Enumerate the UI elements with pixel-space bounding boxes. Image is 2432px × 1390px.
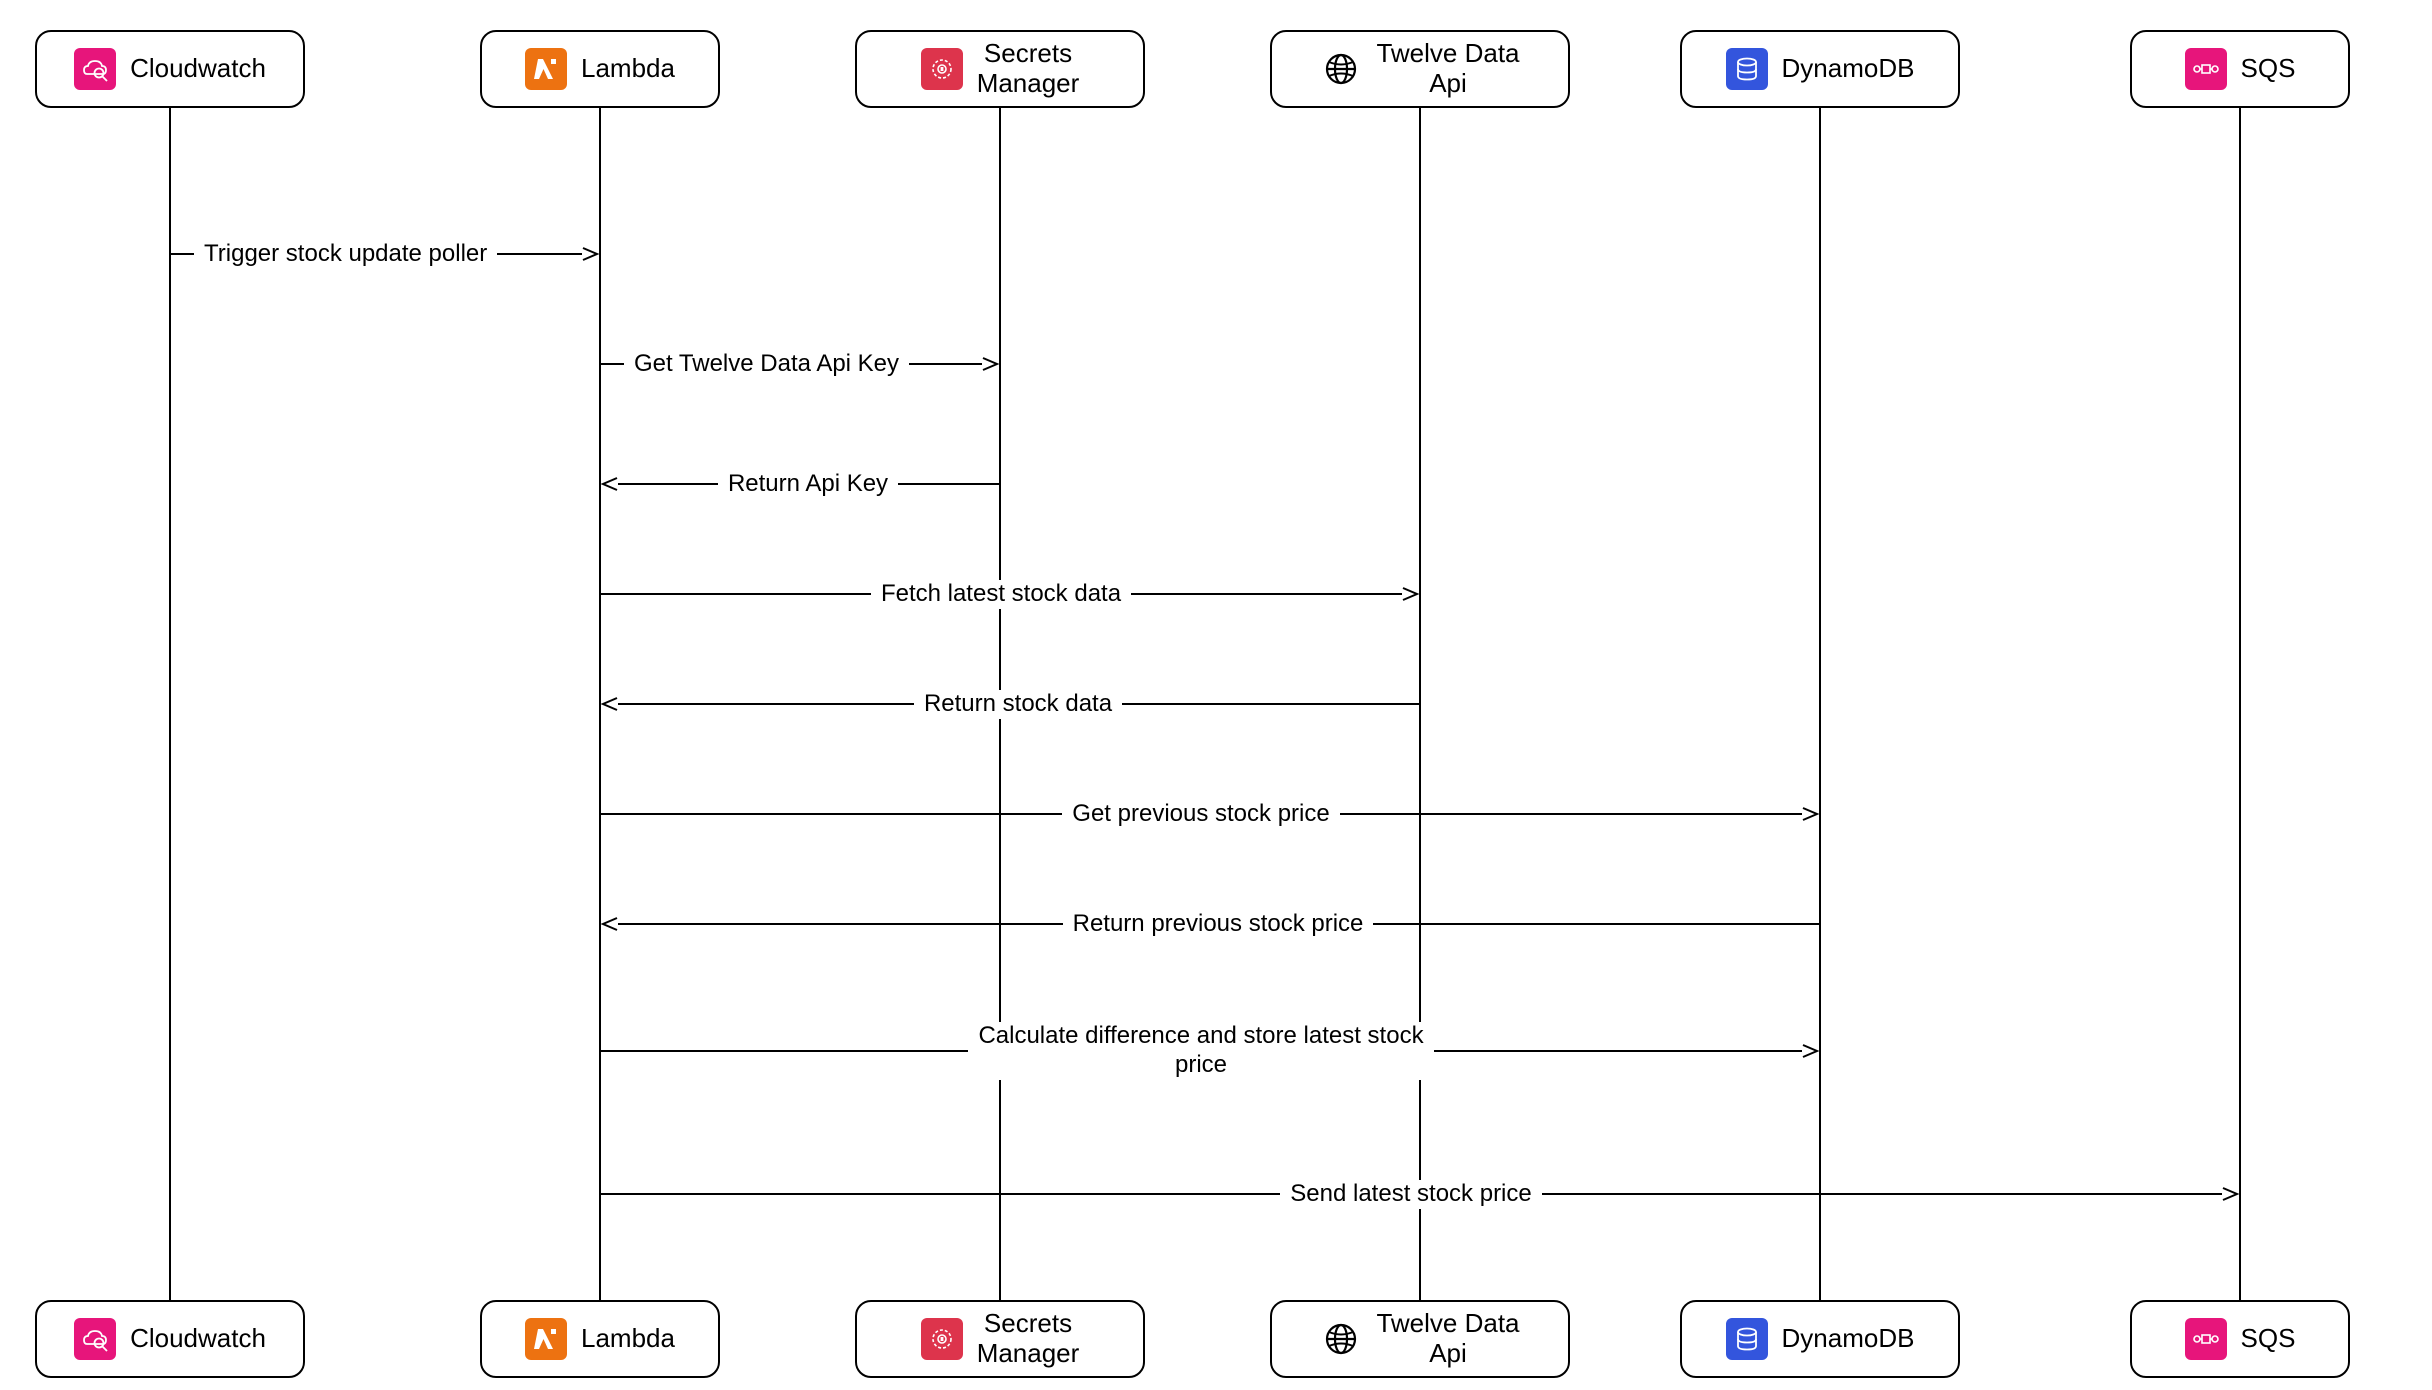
- participant-label: Lambda: [581, 1324, 675, 1354]
- participant-label: SQS: [2241, 54, 2296, 84]
- message-label: Fetch latest stock data: [871, 580, 1131, 609]
- arrow-right-icon: [2222, 1185, 2240, 1203]
- message: Return stock data: [600, 690, 1420, 719]
- participant-label: DynamoDB: [1782, 1324, 1915, 1354]
- message: Calculate difference and store latest st…: [600, 1022, 1820, 1080]
- message-label: Send latest stock price: [1280, 1180, 1541, 1209]
- participant-secrets-top: Secrets Manager: [855, 30, 1145, 108]
- arrow-right-icon: [582, 245, 600, 263]
- message-label: Return previous stock price: [1063, 910, 1374, 939]
- participant-sqs-bottom: SQS: [2130, 1300, 2350, 1378]
- lifeline-dynamodb: [1819, 108, 1821, 1300]
- participant-label: Secrets Manager: [977, 39, 1080, 99]
- lifeline-sqs: [2239, 108, 2241, 1300]
- message: Return previous stock price: [600, 910, 1820, 939]
- message-label: Calculate difference and store latest st…: [968, 1022, 1433, 1080]
- participant-sqs-top: SQS: [2130, 30, 2350, 108]
- arrow-right-icon: [1802, 805, 1820, 823]
- message-label: Trigger stock update poller: [194, 240, 497, 269]
- arrow-right-icon: [1802, 1042, 1820, 1060]
- message: Return Api Key: [600, 470, 1000, 499]
- message: Get previous stock price: [600, 800, 1820, 829]
- arrow-left-icon: [600, 695, 618, 713]
- participant-cloudwatch-bottom: Cloudwatch: [35, 1300, 305, 1378]
- arrow-right-icon: [982, 355, 1000, 373]
- participant-label: Twelve Data Api: [1376, 1309, 1519, 1369]
- participant-label: SQS: [2241, 1324, 2296, 1354]
- message: Trigger stock update poller: [170, 240, 600, 269]
- arrow-left-icon: [600, 915, 618, 933]
- participant-label: Cloudwatch: [130, 54, 266, 84]
- participant-cloudwatch-top: Cloudwatch: [35, 30, 305, 108]
- participant-label: Cloudwatch: [130, 1324, 266, 1354]
- message-label: Return stock data: [914, 690, 1122, 719]
- participant-twelve-bottom: Twelve Data Api: [1270, 1300, 1570, 1378]
- participant-twelve-top: Twelve Data Api: [1270, 30, 1570, 108]
- message: Fetch latest stock data: [600, 580, 1420, 609]
- message-label: Return Api Key: [718, 470, 898, 499]
- participant-dynamodb-bottom: DynamoDB: [1680, 1300, 1960, 1378]
- arrow-right-icon: [1402, 585, 1420, 603]
- participant-dynamodb-top: DynamoDB: [1680, 30, 1960, 108]
- participant-secrets-bottom: Secrets Manager: [855, 1300, 1145, 1378]
- participant-label: Twelve Data Api: [1376, 39, 1519, 99]
- participant-label: Secrets Manager: [977, 1309, 1080, 1369]
- message-label: Get previous stock price: [1062, 800, 1339, 829]
- sequence-diagram: Cloudwatch Lambda Secrets Manager Twelve…: [0, 0, 2432, 1390]
- lifeline-cloudwatch: [169, 108, 171, 1300]
- participant-label: Lambda: [581, 54, 675, 84]
- arrow-left-icon: [600, 475, 618, 493]
- participant-lambda-top: Lambda: [480, 30, 720, 108]
- message: Send latest stock price: [600, 1180, 2240, 1209]
- participant-label: DynamoDB: [1782, 54, 1915, 84]
- message: Get Twelve Data Api Key: [600, 350, 1000, 379]
- message-label: Get Twelve Data Api Key: [624, 350, 909, 379]
- participant-lambda-bottom: Lambda: [480, 1300, 720, 1378]
